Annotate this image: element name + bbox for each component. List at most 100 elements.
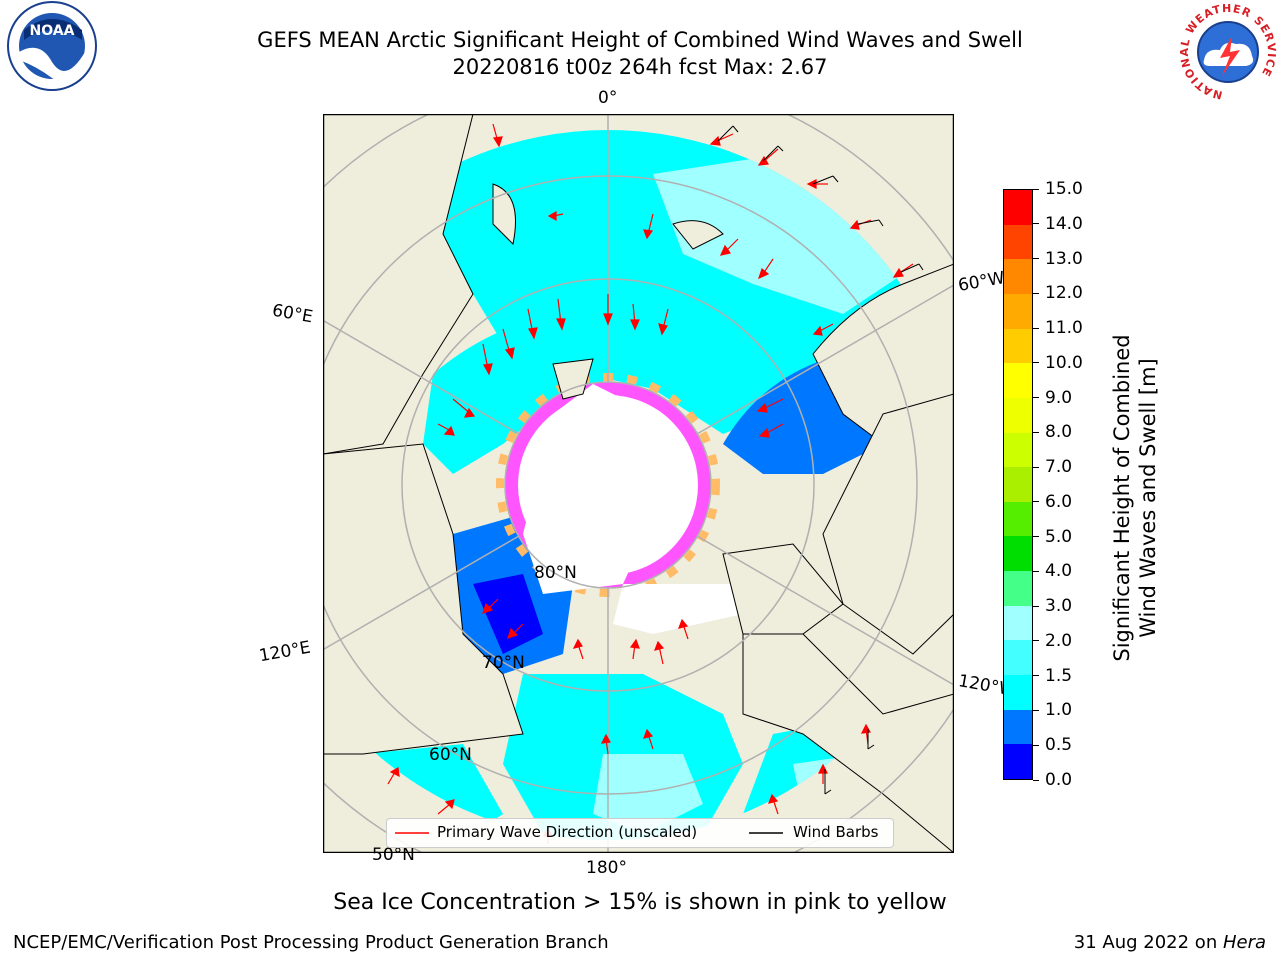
chart-title: GEFS MEAN Arctic Significant Height of C… — [257, 28, 1023, 52]
colorbar-label: Significant Height of Combined Wind Wave… — [1095, 300, 1165, 680]
colorbar-bin — [1004, 605, 1032, 641]
wave-arrow — [719, 238, 739, 256]
meridian-60w — [696, 284, 954, 435]
colorbar-label-line1: Significant Height of Combined — [1110, 334, 1134, 662]
colorbar-tick-label: 13.0 — [1033, 249, 1083, 269]
colorbar-tick-label: 3.0 — [1033, 596, 1072, 616]
wave-arrow — [643, 728, 654, 750]
meridian-120w — [696, 535, 954, 686]
polar-map: 0° — [322, 113, 955, 854]
siberia-landmass — [323, 443, 524, 755]
colorbar-tick-label: 9.0 — [1033, 388, 1072, 408]
colorbar-tick-label: 6.0 — [1033, 492, 1072, 512]
lon-label-180: 180° — [586, 858, 627, 878]
wave-arrow — [572, 638, 584, 660]
colorbar-tick-label: 12.0 — [1033, 283, 1083, 303]
wind-barb — [857, 219, 884, 227]
lon-label-60e: 60°E — [270, 300, 315, 328]
wave-arrow — [502, 328, 515, 360]
colorbar-tick-label: 2.0 — [1033, 631, 1072, 651]
colorbar-bin — [1004, 397, 1032, 433]
colorbar-ticks: 15.0 14.0 13.0 12.0 11.0 10.0 9.0 8.0 7.0 6.0 5.0 4… — [1033, 179, 1103, 790]
wave-arrow — [437, 799, 455, 815]
noaa-logo: NOAA — [0, 0, 104, 104]
chart-subtitle: 20220816 t00z 264h fcst Max: 2.67 — [452, 55, 828, 79]
europe-landmass — [323, 114, 474, 455]
wave-arrow — [492, 123, 503, 148]
archipelago-landmass — [722, 543, 844, 635]
footer-date-text: 31 Aug 2022 on — [1073, 932, 1223, 953]
wave-arrow — [556, 298, 566, 331]
greenland-landmass — [812, 263, 954, 445]
colorbar-bin — [1004, 293, 1032, 329]
colorbar-tick-label: 7.0 — [1033, 457, 1072, 477]
colorbar-tick-label: 15.0 — [1033, 179, 1083, 199]
colorbar-bin — [1004, 328, 1032, 364]
svalbard-landmass — [552, 358, 594, 400]
primary-wave-legend-label: Primary Wave Direction (unscaled) — [437, 823, 698, 841]
colorbar-tick-label: 14.0 — [1033, 214, 1083, 234]
wave-arrow — [603, 294, 613, 326]
colorbar-tick-label: 0.5 — [1033, 735, 1072, 755]
wave-arrow — [806, 179, 828, 189]
noaa-logo-text: NOAA — [30, 23, 75, 39]
colorbar-tick-label: 1.5 — [1033, 666, 1072, 686]
colorbar-bin — [1004, 467, 1032, 502]
nws-logo: NATIONAL WEATHER SERVICE — [1176, 0, 1280, 104]
wave-arrow — [507, 623, 524, 639]
wind-barb-legend-line — [749, 832, 783, 834]
lat-label-80: 80°N — [534, 563, 577, 583]
lat-label-50: 50°N — [372, 845, 415, 865]
wave-arrow — [758, 258, 774, 280]
colorbar-tick-label: 8.0 — [1033, 422, 1072, 442]
meridian-120e — [323, 535, 520, 651]
wind-barb — [812, 175, 839, 185]
wind-barbs — [717, 125, 924, 795]
scandinavia-landmass — [492, 183, 516, 246]
sea-ice-note: Sea Ice Concentration > 15% is shown in … — [333, 890, 947, 915]
colorbar-tick-label: 10.0 — [1033, 353, 1083, 373]
wind-barb — [824, 769, 832, 795]
map-border — [322, 113, 955, 854]
colorbar-bin — [1004, 363, 1032, 398]
wind-barb — [867, 729, 875, 750]
colorbar-bin — [1004, 744, 1032, 779]
wave-arrow — [482, 598, 499, 614]
footer-date: 31 Aug 2022 on Hera — [1074, 932, 1266, 953]
colorbar-bin — [1004, 190, 1032, 225]
colorbar-label-line2: Wind Waves and Swell [m] — [1136, 358, 1160, 638]
footer-branch: NCEP/EMC/Verification Post Processing Pr… — [13, 932, 609, 953]
wave-arrow — [812, 323, 834, 336]
colorbar-bin — [1004, 259, 1032, 294]
colorbar-bin — [1004, 709, 1032, 745]
wave-arrow — [678, 618, 689, 640]
wave-arrow — [768, 793, 779, 815]
colorbar-bin — [1004, 432, 1032, 468]
colorbar-tick-label: 0.0 — [1033, 770, 1072, 790]
colorbar-bin — [1004, 640, 1032, 676]
lat-label-60: 60°N — [429, 745, 472, 765]
map-legend: Primary Wave Direction (unscaled) Wind B… — [386, 818, 894, 848]
meridian-60e — [323, 319, 520, 435]
wind-barb — [900, 263, 924, 273]
wave-arrow — [600, 733, 611, 755]
wind-barb — [717, 125, 739, 142]
wave-arrow — [527, 308, 538, 340]
lon-label-0: 0° — [598, 88, 618, 108]
wind-barb — [762, 145, 784, 162]
colorbar-tick-label: 5.0 — [1033, 527, 1072, 547]
lon-label-120e: 120°E — [257, 637, 313, 667]
colorbar-bin — [1004, 224, 1032, 260]
canada-landmass — [822, 393, 954, 655]
wave-arrow — [547, 210, 564, 222]
colorbar-bin — [1004, 571, 1032, 606]
lat-label-70: 70°N — [482, 653, 525, 673]
lon-label-60w: 60°W — [956, 268, 1007, 296]
wave-arrow — [654, 640, 665, 665]
wave-arrow — [630, 303, 640, 331]
wind-barb-legend-label: Wind Barbs — [793, 823, 879, 841]
wave-arrow — [892, 263, 914, 278]
colorbar-bin — [1004, 501, 1032, 537]
wave-arrow — [629, 638, 640, 660]
wave-arrow — [452, 398, 476, 418]
